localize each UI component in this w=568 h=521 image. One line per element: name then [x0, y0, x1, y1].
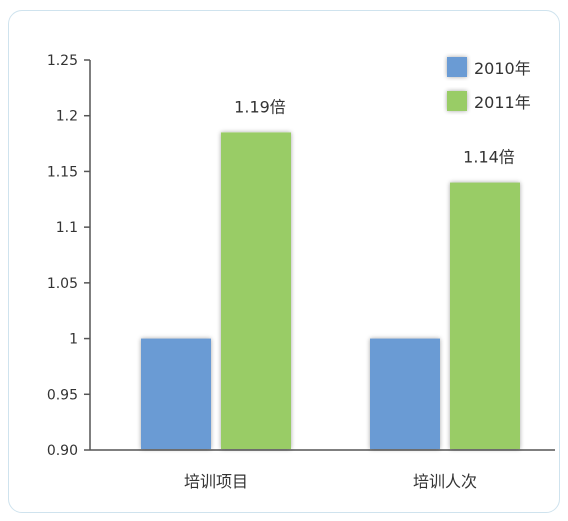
y-tick-label: 1	[69, 332, 78, 348]
y-tick-label: 0.95	[47, 387, 78, 403]
y-tick-label: 1.25	[47, 53, 78, 69]
legend-swatch-2011	[447, 91, 467, 111]
bar-2010-0	[141, 338, 211, 449]
bar-2011-0	[221, 132, 291, 449]
chart-frame	[8, 10, 560, 513]
bar-2010-1	[370, 338, 440, 449]
y-tick-label: 1.2	[56, 109, 78, 125]
legend-label-2010: 2010年	[474, 59, 531, 78]
y-tick-label: 1.15	[47, 164, 78, 180]
category-label: 培训项目	[184, 472, 248, 491]
y-tick-label: 1.1	[56, 220, 78, 236]
y-tick-label: 0.90	[47, 443, 78, 459]
axes	[89, 60, 555, 451]
data-label: 1.14倍	[463, 148, 515, 167]
legend-swatch-2010	[447, 57, 467, 77]
legend-label-2011: 2011年	[474, 93, 531, 112]
data-label: 1.19倍	[234, 97, 286, 116]
category-label: 培训人次	[413, 472, 477, 491]
bar-2011-1	[450, 182, 520, 450]
legend: 2010年 2011年	[447, 57, 531, 112]
y-tick-label: 1.05	[47, 276, 78, 292]
